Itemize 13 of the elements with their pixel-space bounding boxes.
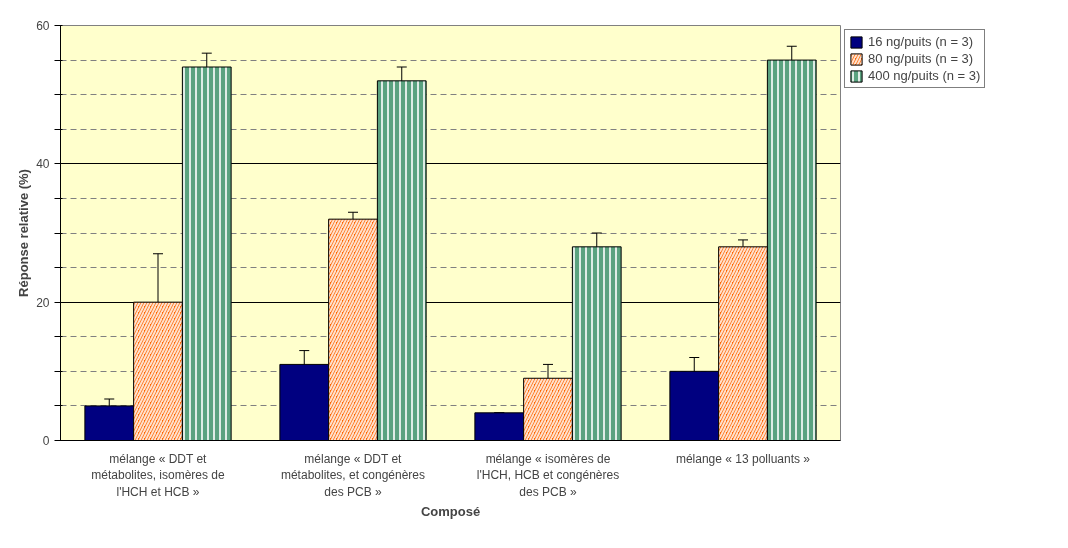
x-tick-label: mélange « DDT et métabolites, et congénères des PCB » (280, 451, 426, 500)
legend-label: 80 ng/puits (n = 3) (868, 51, 974, 66)
x-tick-label: mélange « isomères de l'HCH, HCB et congénères des PCB » (476, 451, 620, 500)
x-tick-label: mélange « 13 polluants » (675, 451, 811, 466)
y-tick-label: 40 (36, 157, 50, 172)
y-axis-title: Réponse relative (%) (16, 169, 32, 297)
x-axis-title: Composé (420, 504, 481, 520)
x-tick-label: mélange « DDT et métabolites, isomères de l'HCH et HCB » (91, 451, 226, 500)
legend-label: 400 ng/puits (n = 3) (868, 68, 981, 83)
y-tick-label: 60 (36, 19, 50, 33)
y-tick-label: 0 (42, 434, 50, 448)
y-tick-label: 20 (36, 295, 50, 310)
legend-label: 16 ng/puits (n = 3) (868, 34, 974, 49)
